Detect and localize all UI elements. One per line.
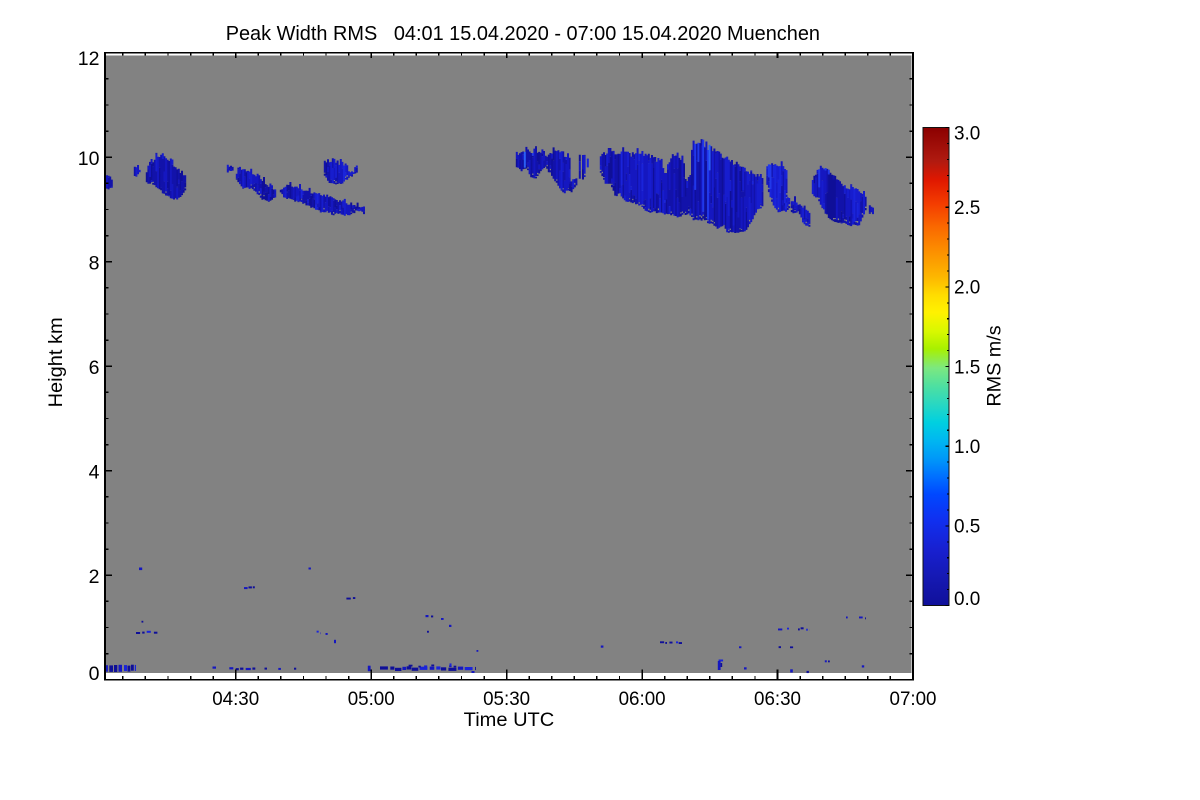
svg-text:2.5: 2.5	[954, 197, 980, 219]
svg-text:05:00: 05:00	[348, 688, 395, 710]
svg-text:1.0: 1.0	[954, 436, 980, 458]
svg-text:4: 4	[89, 462, 100, 484]
svg-text:12: 12	[78, 48, 100, 70]
svg-text:3.0: 3.0	[954, 123, 980, 145]
svg-text:07:00: 07:00	[890, 688, 937, 710]
svg-text:6: 6	[89, 357, 100, 379]
svg-text:06:00: 06:00	[619, 688, 666, 710]
svg-text:0.5: 0.5	[954, 516, 980, 538]
svg-text:06:30: 06:30	[754, 688, 801, 710]
svg-text:05:30: 05:30	[483, 688, 530, 710]
svg-text:10: 10	[78, 148, 100, 170]
svg-text:2.0: 2.0	[954, 277, 980, 299]
svg-text:Peak Width RMS 04:01 15.04.2: Peak Width RMS 04:01 15.04.2020 - 07:00 …	[226, 23, 820, 45]
svg-text:1.5: 1.5	[954, 356, 980, 378]
svg-text:Height km: Height km	[45, 317, 67, 407]
svg-text:8: 8	[89, 253, 100, 275]
svg-text:0: 0	[89, 663, 100, 685]
svg-text:RMS m/s: RMS m/s	[984, 325, 1006, 407]
svg-text:0.0: 0.0	[954, 588, 980, 610]
svg-text:2: 2	[89, 566, 100, 588]
svg-text:04:30: 04:30	[212, 688, 259, 710]
svg-text:Time UTC: Time UTC	[464, 709, 555, 731]
